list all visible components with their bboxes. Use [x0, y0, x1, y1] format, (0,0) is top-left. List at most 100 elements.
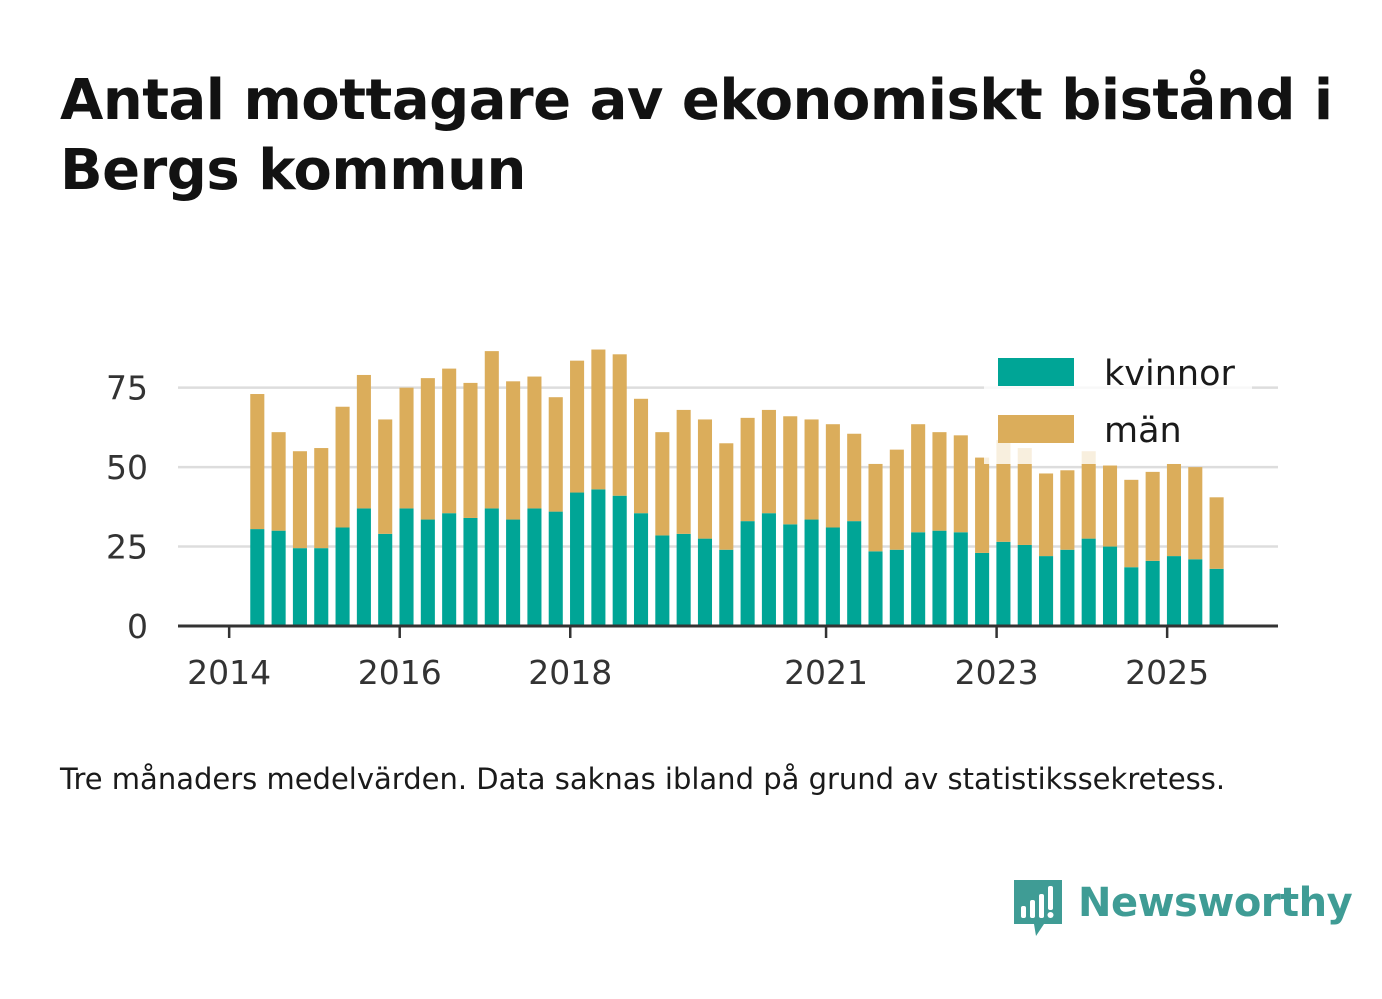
legend-swatch: [998, 358, 1074, 386]
bar-kvinnor-30: [889, 549, 904, 626]
chart-title: Antal mottagare av ekonomiskt bistånd i …: [60, 68, 1333, 203]
legend: kvinnor män: [984, 344, 1252, 464]
bar-man-32: [932, 432, 947, 531]
bar-kvinnor-9: [442, 513, 457, 626]
bar-kvinnor-17: [612, 495, 627, 626]
bar-man-39: [1081, 451, 1096, 539]
bar-kvinnor-11: [484, 508, 499, 626]
bar-man-36: [1017, 448, 1032, 545]
bar-kvinnor-43: [1166, 556, 1182, 626]
bar-man-30: [889, 449, 904, 550]
bar-man-37: [1039, 473, 1054, 557]
bar-man-25: [783, 416, 798, 525]
bar-man-14: [548, 397, 563, 512]
bar-man-27: [825, 424, 840, 528]
bar-man-41: [1124, 479, 1139, 568]
x-tick-label: 2018: [528, 653, 612, 692]
bar-kvinnor-40: [1102, 546, 1118, 626]
bar-kvinnor-38: [1060, 549, 1075, 626]
bar-man-10: [463, 382, 478, 518]
bar-man-38: [1060, 470, 1075, 550]
bar-man-11: [484, 351, 499, 509]
bar-kvinnor-26: [804, 519, 819, 626]
bar-man-24: [761, 409, 776, 514]
bar-man-1: [271, 432, 286, 531]
bar-kvinnor-16: [591, 489, 606, 626]
bar-man-45: [1209, 497, 1224, 569]
bar-kvinnor-33: [953, 532, 968, 626]
y-tick-label: 0: [127, 607, 148, 646]
y-tick-label: 25: [106, 528, 148, 567]
bar-man-26: [804, 419, 819, 520]
bar-man-28: [847, 433, 862, 522]
bar-kvinnor-6: [378, 533, 393, 626]
bar-kvinnor-29: [868, 551, 883, 626]
bar-man-22: [719, 443, 734, 550]
bar-kvinnor-8: [420, 519, 435, 626]
x-tick-label: 2025: [1125, 653, 1209, 692]
axes: 0 25 50 75 2014 2016 2018 2021 2023 2025: [106, 369, 1278, 692]
bar-man-43: [1166, 463, 1182, 557]
bar-kvinnor-2: [292, 548, 307, 626]
bar-man-16: [591, 349, 606, 490]
bar-man-18: [633, 398, 649, 514]
bar-man-0: [250, 394, 265, 530]
bar-kvinnor-27: [825, 527, 840, 626]
bar-kvinnor-12: [506, 519, 521, 626]
bar-man-33: [953, 435, 968, 533]
bar-kvinnor-44: [1188, 559, 1203, 626]
bar-man-34: [975, 457, 990, 553]
bar-kvinnor-22: [719, 549, 734, 626]
x-tick-label: 2023: [955, 653, 1039, 692]
bar-man-7: [399, 387, 414, 509]
y-tick-label: 50: [106, 448, 148, 487]
newsworthy-logo-icon: [1014, 880, 1062, 936]
bar-kvinnor-15: [570, 492, 585, 626]
bar-man-5: [356, 374, 371, 509]
bar-kvinnor-28: [847, 521, 862, 626]
bar-man-44: [1188, 467, 1203, 560]
bar-kvinnor-45: [1209, 568, 1224, 626]
x-tick-label: 2014: [187, 653, 271, 692]
bar-kvinnor-37: [1039, 556, 1054, 626]
bar-man-9: [442, 368, 457, 514]
bar-kvinnor-18: [633, 513, 649, 626]
bar-man-4: [335, 406, 350, 528]
bar-kvinnor-19: [655, 535, 670, 626]
bar-man-31: [911, 424, 926, 533]
bar-man-8: [420, 378, 435, 520]
bar-man-20: [676, 409, 691, 534]
brand-logo[interactable]: Newsworthy: [1010, 876, 1353, 942]
bar-kvinnor-34: [975, 552, 990, 626]
x-tick-label: 2021: [784, 653, 868, 692]
bar-man-42: [1145, 471, 1160, 561]
bar-kvinnor-1: [271, 530, 286, 626]
bar-man-23: [740, 417, 755, 522]
bar-kvinnor-24: [761, 513, 776, 626]
bar-kvinnor-25: [783, 524, 798, 626]
bar-kvinnor-42: [1145, 560, 1160, 626]
bar-man-2: [292, 451, 307, 549]
bar-kvinnor-14: [548, 511, 563, 626]
bar-man-29: [868, 463, 883, 552]
bar-man-15: [570, 360, 585, 493]
bar-kvinnor-32: [932, 530, 947, 626]
bar-man-19: [655, 432, 670, 536]
chart-footnote: Tre månaders medelvärden. Data saknas ib…: [60, 762, 1226, 796]
brand-name: Newsworthy: [1078, 880, 1353, 926]
bar-kvinnor-13: [527, 508, 542, 626]
bar-kvinnor-7: [399, 508, 414, 626]
bar-man-40: [1102, 465, 1118, 547]
legend-swatch: [998, 415, 1074, 443]
legend-label: män: [1104, 411, 1182, 451]
bar-man-12: [506, 381, 521, 520]
bar-man-6: [378, 419, 393, 534]
bar-man-13: [527, 376, 542, 509]
bar-kvinnor-39: [1081, 538, 1096, 626]
bar-kvinnor-31: [911, 532, 926, 626]
bar-kvinnor-4: [335, 527, 350, 626]
bar-kvinnor-21: [697, 538, 713, 626]
bar-man-35: [996, 440, 1011, 542]
bar-kvinnor-3: [314, 548, 329, 626]
